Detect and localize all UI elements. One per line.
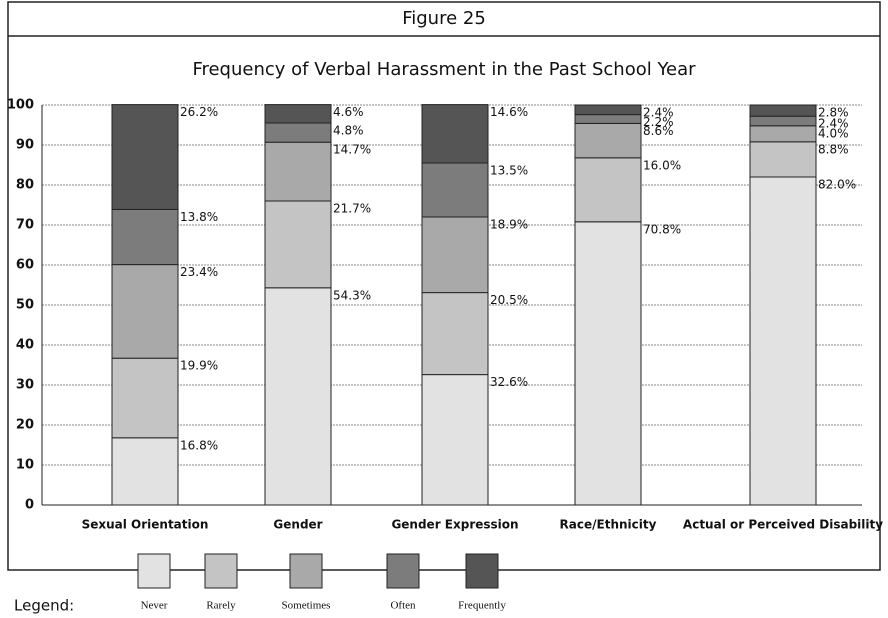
bar-segment [574, 122, 642, 159]
y-tick-label: 80 [16, 178, 34, 193]
legend-entry: Often [390, 600, 416, 612]
bar-segment [421, 374, 489, 506]
bar-segment [111, 104, 179, 210]
value-label: 8.6% [643, 124, 674, 138]
bar-segment [421, 104, 489, 164]
value-label: 16.0% [643, 158, 681, 172]
value-label: 8.8% [818, 142, 849, 156]
legend-entry: Sometimes [282, 600, 331, 612]
x-tick-label: Gender [273, 518, 322, 532]
bar-segment [574, 104, 642, 116]
legend-entry: Frequently [458, 600, 506, 612]
y-tick-label: 0 [25, 498, 34, 513]
value-label: 21.7% [333, 202, 371, 216]
value-label: 2.8% [818, 106, 849, 120]
value-label: 18.9% [490, 218, 528, 232]
legend-swatch [204, 553, 238, 589]
bar-segment [111, 357, 179, 439]
bar-segment [111, 208, 179, 266]
y-tick-label: 10 [16, 458, 34, 473]
bar-segment [421, 162, 489, 218]
value-label: 13.5% [490, 164, 528, 178]
bar-segment [749, 176, 817, 506]
value-label: 26.2% [180, 105, 218, 119]
bar-segment [749, 115, 817, 127]
figure-label: Figure 25 [402, 8, 486, 29]
value-label: 13.8% [180, 210, 218, 224]
y-tick-label: 70 [16, 218, 34, 233]
x-tick-label: Actual or Perceived Disability [683, 518, 883, 532]
value-label: 2.2% [643, 115, 674, 129]
bar-segment [421, 292, 489, 376]
y-tick-label: 100 [7, 98, 34, 113]
bar-segment [574, 221, 642, 506]
value-label: 32.6% [490, 375, 528, 389]
bar-segment [264, 141, 332, 202]
bar-segment [421, 216, 489, 294]
value-label: 4.6% [333, 105, 364, 119]
legend-entry: Never [141, 600, 168, 612]
x-tick-label: Race/Ethnicity [560, 518, 657, 532]
bar-segment [749, 125, 817, 143]
value-label: 14.6% [490, 105, 528, 119]
legend-swatch [465, 553, 499, 589]
bar-segment [111, 264, 179, 359]
y-tick-label: 50 [16, 298, 34, 313]
bar-segment [264, 122, 332, 143]
value-label: 70.8% [643, 222, 681, 236]
bar-segment [264, 104, 332, 124]
y-tick-label: 60 [16, 258, 34, 273]
value-label: 82.0% [818, 178, 856, 192]
value-label: 54.3% [333, 288, 371, 302]
chart-title: Frequency of Verbal Harassment in the Pa… [192, 59, 696, 80]
value-label: 16.8% [180, 438, 218, 452]
value-label: 23.4% [180, 265, 218, 279]
value-label: 4.8% [333, 124, 364, 138]
value-label: 4.0% [818, 126, 849, 140]
y-tick-label: 90 [16, 138, 34, 153]
frame [7, 1, 881, 571]
y-tick-label: 40 [16, 338, 34, 353]
value-label: 14.7% [333, 143, 371, 157]
legend-swatch [386, 553, 420, 589]
y-tick-label: 30 [16, 378, 34, 393]
bar-segment [574, 157, 642, 223]
value-label: 2.4% [818, 117, 849, 131]
bar-segment [111, 437, 179, 506]
legend-entry: Rarely [206, 600, 236, 612]
value-label: 19.9% [180, 359, 218, 373]
value-label: 20.5% [490, 293, 528, 307]
bar-segment [264, 287, 332, 506]
legend-label: Legend: [14, 597, 74, 615]
bar-segment [749, 104, 817, 117]
x-tick-label: Sexual Orientation [82, 518, 209, 532]
bar-segment [264, 200, 332, 289]
bar-segment [574, 114, 642, 124]
legend-swatch [137, 553, 171, 589]
x-tick-label: Gender Expression [391, 518, 518, 532]
y-tick-label: 20 [16, 418, 34, 433]
value-label: 2.4% [643, 106, 674, 120]
legend-swatch [289, 553, 323, 589]
bar-segment [749, 141, 817, 178]
